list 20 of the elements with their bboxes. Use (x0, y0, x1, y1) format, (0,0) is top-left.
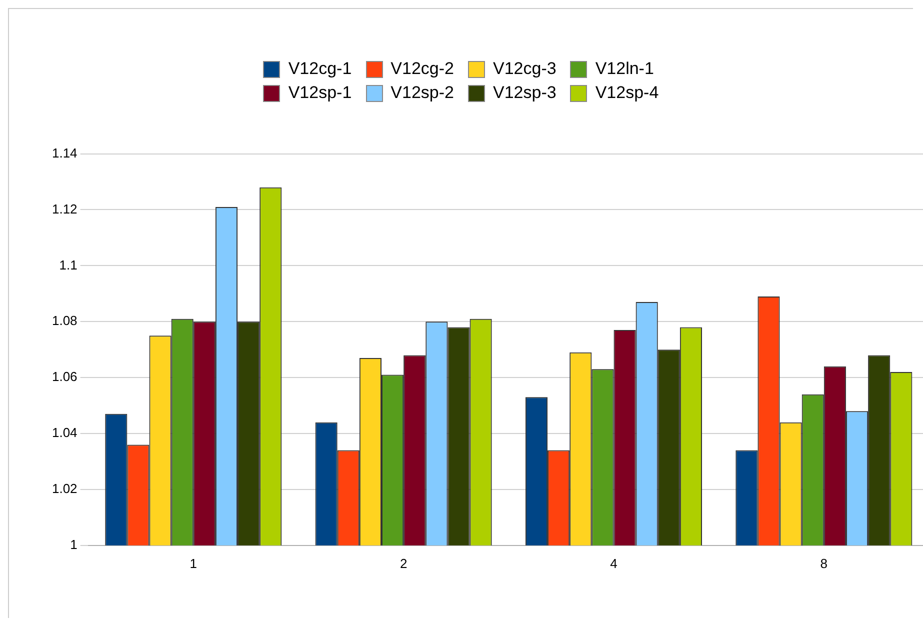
legend-label: V12ln-1 (595, 59, 654, 79)
y-tick-label: 1.14 (52, 145, 78, 160)
legend-label: V12sp-3 (493, 83, 556, 103)
legend-label: V12sp-4 (595, 83, 659, 103)
x-tick-label: 8 (820, 556, 828, 571)
y-tick-label: 1.08 (52, 313, 78, 328)
y-tick-label: 1.1 (59, 257, 78, 272)
legend-label: V12cg-2 (390, 59, 454, 79)
legend-label: V12sp-1 (288, 83, 352, 103)
legend-label: V12cg-3 (493, 59, 556, 79)
y-tick-label: 1 (70, 536, 78, 552)
y-tick-label: 1.06 (52, 369, 78, 384)
x-tick-label: 4 (610, 556, 618, 571)
x-tick-label: 2 (400, 556, 408, 571)
y-tick-label: 1.02 (52, 481, 78, 496)
x-tick-label: 1 (190, 556, 198, 571)
legend-label: V12sp-2 (390, 83, 454, 103)
legend-label: V12cg-1 (288, 59, 352, 79)
y-tick-label: 1.04 (52, 425, 78, 440)
y-tick-label: 1.12 (52, 201, 78, 216)
